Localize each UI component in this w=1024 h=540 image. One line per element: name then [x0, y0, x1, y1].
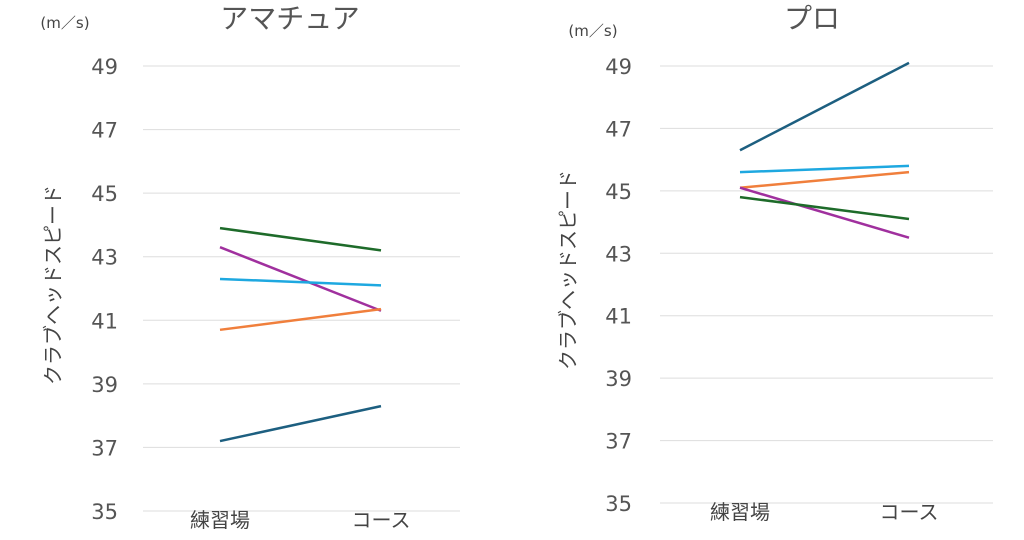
chart-title: プロ — [784, 2, 840, 35]
y-tick-label: 49 — [605, 55, 632, 79]
series-line — [219, 277, 382, 287]
series-line — [219, 246, 382, 312]
series-line — [219, 226, 382, 252]
x-tick-label: 練習場 — [190, 508, 250, 532]
series-line — [739, 195, 910, 221]
y-tick-label: 39 — [605, 367, 632, 391]
y-tick-label: 43 — [91, 246, 118, 270]
y-tick-label: 45 — [605, 180, 632, 204]
y-tick-label: 37 — [605, 430, 632, 454]
unit-label: (m／s) — [568, 22, 617, 40]
y-tick-label: 41 — [605, 305, 632, 329]
y-axis-label: クラブヘッドスピード — [41, 185, 65, 385]
y-tick-label: 39 — [91, 373, 118, 397]
y-tick-label: 41 — [91, 309, 118, 333]
y-tick-label: 47 — [605, 117, 632, 141]
x-tick-label: コース — [880, 500, 939, 524]
y-axis-label: クラブヘッドスピード — [556, 170, 580, 370]
unit-label: (m／s) — [40, 14, 89, 32]
series-line — [739, 164, 910, 174]
x-tick-label: 練習場 — [710, 500, 770, 524]
y-tick-label: 37 — [91, 436, 118, 460]
y-tick-label: 49 — [91, 55, 118, 79]
y-tick-label: 47 — [91, 119, 118, 143]
chart-title: アマチュア — [220, 2, 359, 35]
series-line — [219, 404, 382, 443]
series-line — [739, 170, 910, 189]
y-tick-label: 43 — [605, 242, 632, 266]
y-tick-label: 35 — [605, 492, 632, 516]
y-tick-label: 35 — [91, 500, 118, 524]
series-line — [219, 307, 382, 332]
series-line — [739, 186, 910, 239]
y-tick-label: 45 — [91, 182, 118, 206]
x-tick-label: コース — [352, 508, 411, 532]
series-line — [739, 61, 910, 152]
